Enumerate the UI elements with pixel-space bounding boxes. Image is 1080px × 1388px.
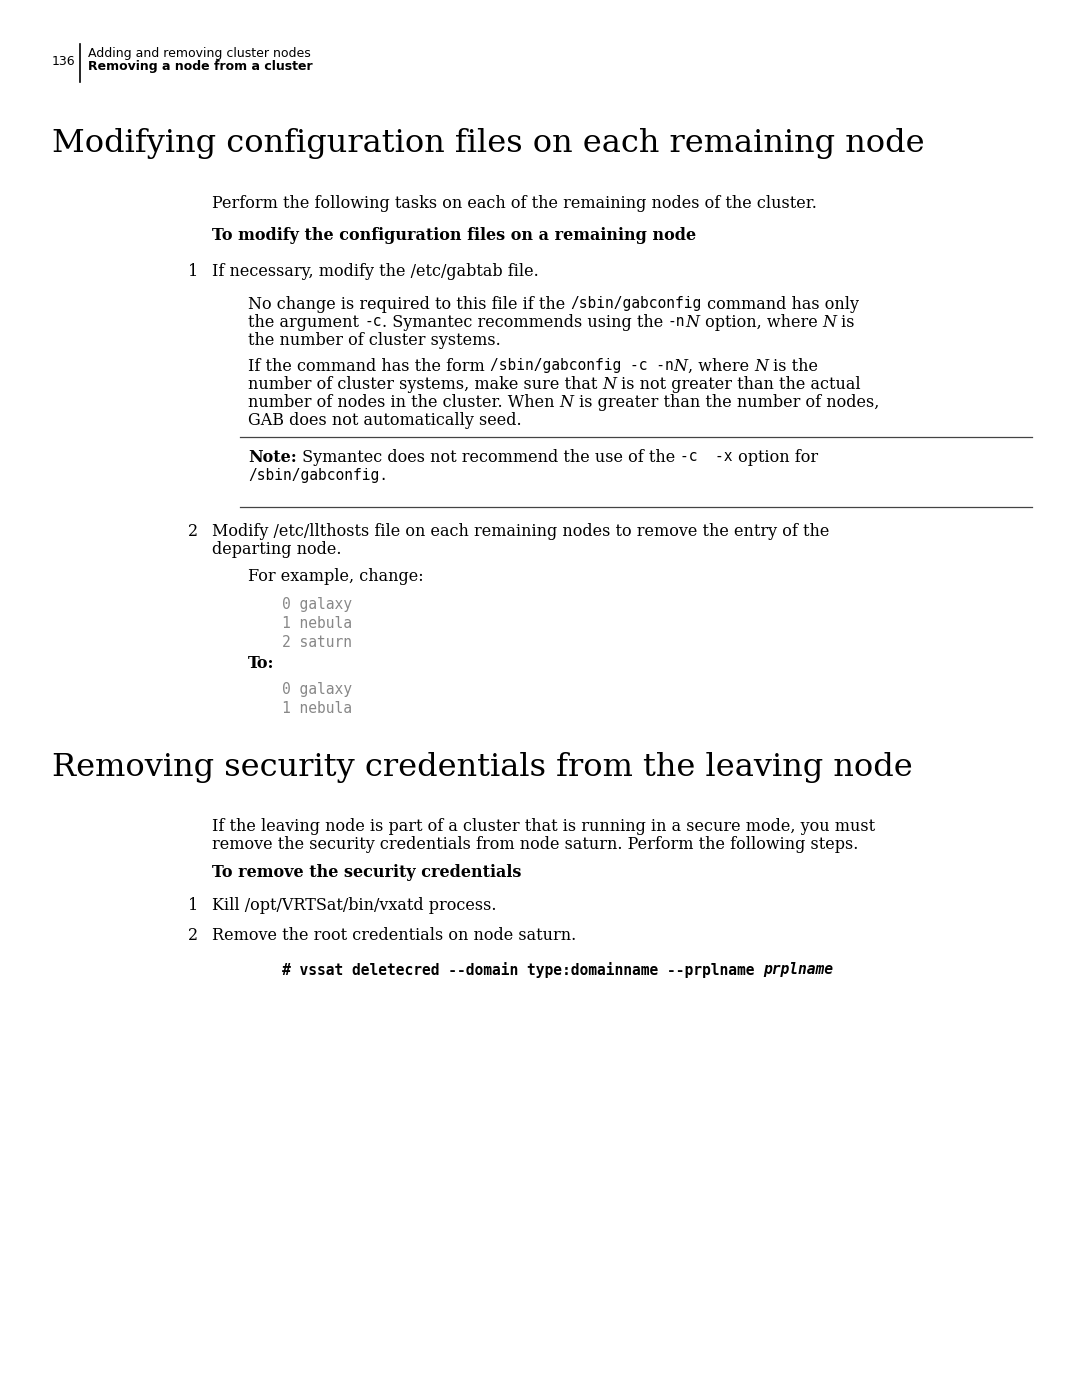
Text: -n: -n bbox=[669, 314, 686, 329]
Text: Note:: Note: bbox=[248, 448, 297, 466]
Text: command has only: command has only bbox=[702, 296, 859, 314]
Text: is the: is the bbox=[768, 358, 818, 375]
Text: 0 galaxy: 0 galaxy bbox=[282, 597, 352, 612]
Text: 136: 136 bbox=[52, 56, 76, 68]
Text: If necessary, modify the /etc/gabtab file.: If necessary, modify the /etc/gabtab fil… bbox=[212, 262, 539, 280]
Text: -c: -c bbox=[364, 314, 381, 329]
Text: N: N bbox=[603, 376, 617, 393]
Text: the argument: the argument bbox=[248, 314, 364, 330]
Text: departing node.: departing node. bbox=[212, 541, 341, 558]
Text: No change is required to this file if the: No change is required to this file if th… bbox=[248, 296, 570, 314]
Text: Remove the root credentials on node saturn.: Remove the root credentials on node satu… bbox=[212, 927, 577, 944]
Text: 2: 2 bbox=[188, 927, 198, 944]
Text: , where: , where bbox=[688, 358, 754, 375]
Text: To modify the configuration files on a remaining node: To modify the configuration files on a r… bbox=[212, 228, 697, 244]
Text: prplname: prplname bbox=[764, 962, 834, 977]
Text: # vssat deletecred --domain type:domainname --prplname: # vssat deletecred --domain type:domainn… bbox=[282, 962, 764, 979]
Text: -c  -x: -c -x bbox=[680, 448, 732, 464]
Text: is not greater than the actual: is not greater than the actual bbox=[617, 376, 861, 393]
Text: Removing security credentials from the leaving node: Removing security credentials from the l… bbox=[52, 752, 913, 783]
Text: /sbin/gabconfig: /sbin/gabconfig bbox=[570, 296, 702, 311]
Text: number of nodes in the cluster. When: number of nodes in the cluster. When bbox=[248, 394, 559, 411]
Text: If the command has the form: If the command has the form bbox=[248, 358, 490, 375]
Text: N: N bbox=[674, 358, 688, 375]
Text: GAB does not automatically seed.: GAB does not automatically seed. bbox=[248, 412, 522, 429]
Text: 0 galaxy: 0 galaxy bbox=[282, 682, 352, 697]
Text: Removing a node from a cluster: Removing a node from a cluster bbox=[87, 60, 312, 74]
Text: N: N bbox=[822, 314, 836, 330]
Text: Perform the following tasks on each of the remaining nodes of the cluster.: Perform the following tasks on each of t… bbox=[212, 194, 816, 212]
Text: option for: option for bbox=[732, 448, 818, 466]
Text: To:: To: bbox=[248, 655, 274, 672]
Text: 1 nebula: 1 nebula bbox=[282, 616, 352, 632]
Text: the number of cluster systems.: the number of cluster systems. bbox=[248, 332, 501, 348]
Text: . Symantec recommends using the: . Symantec recommends using the bbox=[381, 314, 669, 330]
Text: Symantec does not recommend the use of the: Symantec does not recommend the use of t… bbox=[297, 448, 680, 466]
Text: Kill /opt/VRTSat/bin/vxatd process.: Kill /opt/VRTSat/bin/vxatd process. bbox=[212, 897, 497, 915]
Text: Adding and removing cluster nodes: Adding and removing cluster nodes bbox=[87, 47, 311, 60]
Text: option, where: option, where bbox=[700, 314, 822, 330]
Text: remove the security credentials from node saturn. Perform the following steps.: remove the security credentials from nod… bbox=[212, 836, 859, 854]
Text: number of cluster systems, make sure that: number of cluster systems, make sure tha… bbox=[248, 376, 603, 393]
Text: For example, change:: For example, change: bbox=[248, 568, 423, 584]
Text: 1: 1 bbox=[188, 897, 198, 915]
Text: To remove the security credentials: To remove the security credentials bbox=[212, 863, 522, 881]
Text: If the leaving node is part of a cluster that is running in a secure mode, you m: If the leaving node is part of a cluster… bbox=[212, 818, 875, 836]
Text: N: N bbox=[559, 394, 573, 411]
Text: Modify /etc/llthosts file on each remaining nodes to remove the entry of the: Modify /etc/llthosts file on each remain… bbox=[212, 523, 829, 540]
Text: 2: 2 bbox=[188, 523, 198, 540]
Text: 1 nebula: 1 nebula bbox=[282, 701, 352, 716]
Text: 2 saturn: 2 saturn bbox=[282, 634, 352, 650]
Text: Modifying configuration files on each remaining node: Modifying configuration files on each re… bbox=[52, 128, 924, 160]
Text: /sbin/gabconfig -c -n: /sbin/gabconfig -c -n bbox=[490, 358, 674, 373]
Text: is greater than the number of nodes,: is greater than the number of nodes, bbox=[573, 394, 879, 411]
Text: 1: 1 bbox=[188, 262, 198, 280]
Text: N: N bbox=[686, 314, 700, 330]
Text: /sbin/gabconfig.: /sbin/gabconfig. bbox=[248, 468, 388, 483]
Text: is: is bbox=[836, 314, 855, 330]
Text: N: N bbox=[754, 358, 768, 375]
